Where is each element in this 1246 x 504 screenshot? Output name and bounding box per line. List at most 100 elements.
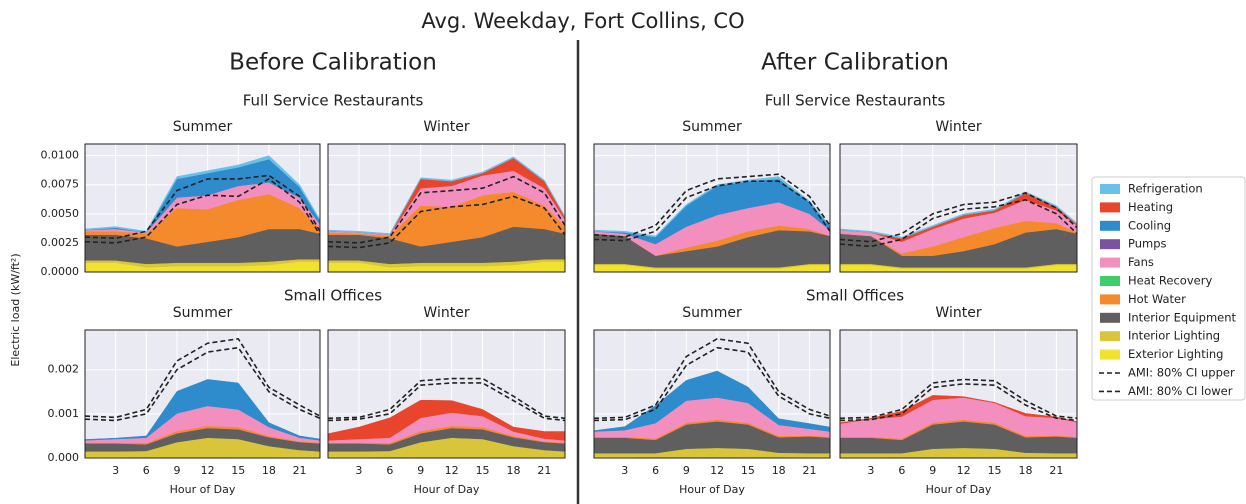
x-tick-label: 9: [929, 464, 936, 477]
legend-box: [1091, 176, 1246, 401]
legend-swatch: [1100, 184, 1120, 194]
x-tick-label: 18: [1018, 464, 1032, 477]
x-tick-label: 15: [476, 464, 490, 477]
legend-swatch: [1100, 239, 1120, 250]
x-tick-label: 9: [173, 464, 180, 477]
x-tick-label: 3: [621, 464, 628, 477]
x-tick-label: 6: [386, 464, 393, 477]
x-tick-label: 6: [143, 464, 150, 477]
legend-swatch: [1100, 349, 1120, 360]
plot-area: [594, 173, 830, 272]
y-tick-label: 0.002: [48, 363, 80, 376]
panel-border: [84, 329, 321, 459]
x-tick-label: 3: [355, 464, 362, 477]
x-tick-label: 21: [293, 464, 307, 477]
panel-title: Summer: [682, 119, 742, 135]
panel-title: Summer: [682, 305, 742, 321]
plot-area: [328, 156, 565, 272]
panel-border: [593, 329, 831, 459]
panel-border: [839, 329, 1078, 459]
x-axis-label: Hour of Day: [414, 483, 480, 496]
panel-border: [327, 143, 566, 273]
ami-line: [328, 382, 565, 422]
y-tick-label: 0.0100: [41, 149, 80, 162]
legend-swatch: [1100, 220, 1120, 231]
legend-label: Interior Lighting: [1128, 329, 1220, 343]
panel-title: Winter: [935, 119, 981, 135]
panel-border: [593, 143, 831, 273]
legend-label: Pumps: [1128, 237, 1167, 251]
plot-area: [594, 337, 830, 458]
area-layer: [328, 156, 565, 236]
x-tick-label: 15: [231, 464, 245, 477]
plot-area: [85, 155, 320, 272]
x-axis-label: Hour of Day: [679, 483, 745, 496]
x-tick-label: 18: [506, 464, 520, 477]
area-layer: [840, 395, 1077, 424]
x-tick-label: 3: [112, 464, 119, 477]
panel-border: [839, 143, 1078, 273]
legend-swatch: [1100, 331, 1120, 342]
ami-line: [594, 173, 830, 238]
panel-title: Summer: [173, 119, 233, 135]
x-axis-label: Hour of Day: [170, 483, 236, 496]
ami-line: [594, 337, 830, 420]
ami-line: [840, 192, 1077, 243]
x-tick-label: 21: [1049, 464, 1063, 477]
x-tick-label: 21: [537, 464, 551, 477]
ami-line: [85, 177, 320, 244]
legend-label: Heat Recovery: [1128, 274, 1212, 288]
legend-label: Fans: [1128, 255, 1154, 269]
area-layer: [594, 176, 830, 238]
legend-swatch: [1100, 202, 1120, 213]
x-tick-label: 3: [867, 464, 874, 477]
plot-area: [85, 337, 320, 458]
group-title: Small Offices: [806, 287, 904, 305]
ami-line: [594, 180, 830, 242]
legend-label: Hot Water: [1128, 292, 1186, 306]
legend-swatch: [1100, 312, 1120, 323]
ami-line: [328, 175, 565, 244]
area-layer: [594, 370, 830, 432]
ami-line: [840, 378, 1077, 420]
legend-label: Refrigeration: [1128, 182, 1203, 196]
y-tick-label: 0.0000: [41, 265, 80, 278]
x-tick-label: 15: [741, 464, 755, 477]
group-title: Full Service Restaurants: [765, 92, 946, 110]
area-layer: [85, 379, 320, 441]
x-tick-label: 9: [683, 464, 690, 477]
panel-title: Summer: [173, 305, 233, 321]
legend-label: AMI: 80% CI lower: [1128, 384, 1233, 398]
x-tick-label: 15: [988, 464, 1002, 477]
plot-area: [840, 191, 1077, 272]
area-layer: [840, 191, 1077, 239]
x-tick-label: 6: [898, 464, 905, 477]
y-tick-label: 0.0075: [41, 178, 80, 191]
y-tick-label: 0.001: [48, 407, 80, 420]
ami-line: [85, 174, 320, 240]
ami-line: [328, 195, 565, 249]
area-layer: [328, 399, 565, 441]
x-axis-label: Hour of Day: [926, 483, 992, 496]
x-tick-label: 12: [957, 464, 971, 477]
panel-border: [84, 143, 321, 273]
x-tick-label: 12: [710, 464, 724, 477]
ami-line: [594, 346, 830, 422]
x-tick-label: 12: [445, 464, 459, 477]
y-tick-label: 0.0025: [41, 236, 80, 249]
section-title: After Calibration: [761, 50, 949, 76]
ami-line: [85, 337, 320, 419]
y-tick-label: 0.0050: [41, 207, 80, 220]
legend-swatch: [1100, 257, 1120, 268]
ami-line: [85, 346, 320, 422]
legend-label: Cooling: [1128, 218, 1171, 232]
group-title: Small Offices: [284, 287, 382, 305]
ami-line: [328, 377, 565, 420]
panel-title: Winter: [935, 305, 981, 321]
panel-title: Winter: [423, 305, 469, 321]
x-tick-label: 18: [772, 464, 786, 477]
y-axis-label: Electric load (kW/ft²): [9, 253, 22, 366]
ami-line: [840, 383, 1077, 422]
legend-label: Heating: [1128, 200, 1173, 214]
